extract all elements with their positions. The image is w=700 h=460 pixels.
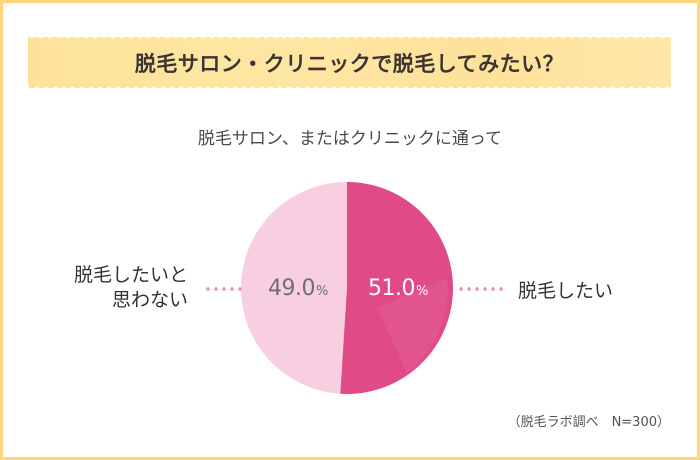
pct-want: 51.0% — [368, 276, 428, 301]
chart-title: 脱毛サロン・クリニックで脱毛してみたい？ — [134, 51, 565, 76]
label-not-want-line2: 思わない — [111, 289, 188, 311]
title-banner: 脱毛サロン・クリニックで脱毛してみたい？ — [28, 36, 671, 88]
pct-not-want-unit: % — [315, 284, 328, 299]
leader-dots-right — [457, 287, 505, 291]
pct-want-unit: % — [415, 284, 428, 299]
pie-chart — [241, 182, 453, 394]
source-note: （脱毛ラボ調べ N=300） — [507, 415, 670, 430]
leader-dots-left — [204, 287, 244, 291]
label-want: 脱毛したい — [518, 280, 614, 302]
pct-want-value: 51.0 — [368, 276, 415, 301]
slice-want — [340, 182, 453, 394]
slice-want-texture — [377, 278, 448, 373]
pct-not-want-value: 49.0 — [268, 276, 315, 301]
pct-not-want: 49.0% — [268, 276, 328, 301]
chart-subtitle: 脱毛サロン、またはクリニックに通って — [197, 129, 503, 149]
label-not-want: 脱毛したいと 思わない — [74, 263, 188, 313]
pie-svg — [241, 182, 453, 394]
label-not-want-line1: 脱毛したいと — [73, 264, 188, 286]
